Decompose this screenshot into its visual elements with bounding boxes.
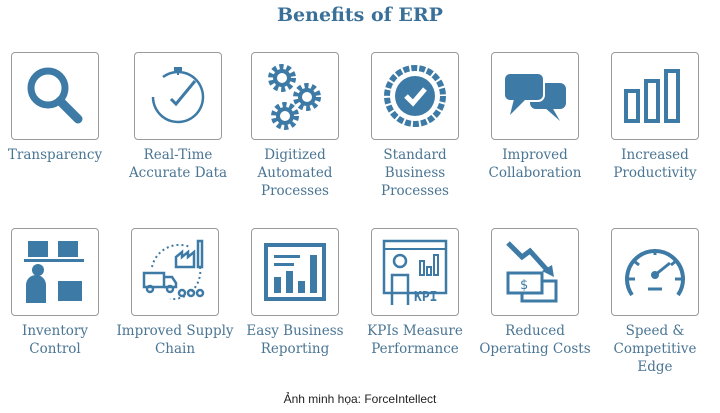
benefit-real-time-data: Real-Time Accurate Data — [118, 52, 238, 182]
stopwatch-icon — [151, 67, 205, 124]
supply-chain-icon — [142, 239, 205, 301]
dollar-sign: $ — [520, 278, 528, 293]
image-caption: Ảnh minh họa: ForceIntellect — [283, 392, 437, 406]
benefit-productivity: Increased Productivity — [595, 52, 715, 182]
speech-bubbles-icon — [503, 72, 566, 121]
benefit-business-reporting: Easy Business Reporting — [235, 228, 355, 358]
benefit-label: KPIs Measure Performance — [367, 323, 463, 357]
bar-chart-icon — [624, 69, 680, 123]
benefit-standard-processes: Standard Business Processes — [355, 52, 475, 200]
magnifier-icon — [27, 67, 83, 124]
benefit-transparency: Transparency — [0, 52, 115, 164]
benefit-collaboration: Improved Collaboration — [475, 52, 595, 182]
benefit-supply-chain: Improved Supply Chain — [115, 228, 235, 358]
benefit-label: Reduced Operating Costs — [479, 323, 591, 357]
benefit-label: Standard Business Processes — [381, 147, 449, 199]
benefit-label: Easy Business Reporting — [246, 323, 344, 357]
benefit-inventory-control: Inventory Control — [0, 228, 115, 358]
benefit-label: Increased Productivity — [613, 147, 697, 181]
kpi-icon-text: KPI — [414, 290, 437, 305]
benefit-label: Real-Time Accurate Data — [128, 147, 228, 181]
benefit-kpis: KPI KPIs Measure Performance — [355, 228, 475, 358]
benefit-digitized-processes: Digitized Automated Processes — [235, 52, 355, 200]
falling-money-icon: $ — [506, 241, 558, 303]
benefit-label: Improved Supply Chain — [116, 323, 234, 357]
benefit-label: Digitized Automated Processes — [257, 147, 333, 199]
benefit-reduced-costs: $ Reduced Operating Costs — [475, 228, 595, 358]
benefit-label: Speed & Competitive Edge — [613, 323, 697, 375]
report-chart-icon — [264, 243, 326, 301]
page-title: Benefits of ERP — [277, 4, 443, 26]
benefit-speed: Speed & Competitive Edge — [595, 228, 715, 376]
speedometer-icon — [625, 249, 685, 297]
benefit-label: Improved Collaboration — [488, 147, 582, 181]
benefit-label: Transparency — [7, 147, 103, 163]
kpi-presenter-icon: KPI — [382, 239, 448, 305]
checkmark-badge-icon — [384, 65, 446, 127]
gears-icon — [268, 64, 321, 130]
inventory-worker-icon — [24, 241, 84, 303]
benefit-label: Inventory Control — [22, 323, 88, 357]
